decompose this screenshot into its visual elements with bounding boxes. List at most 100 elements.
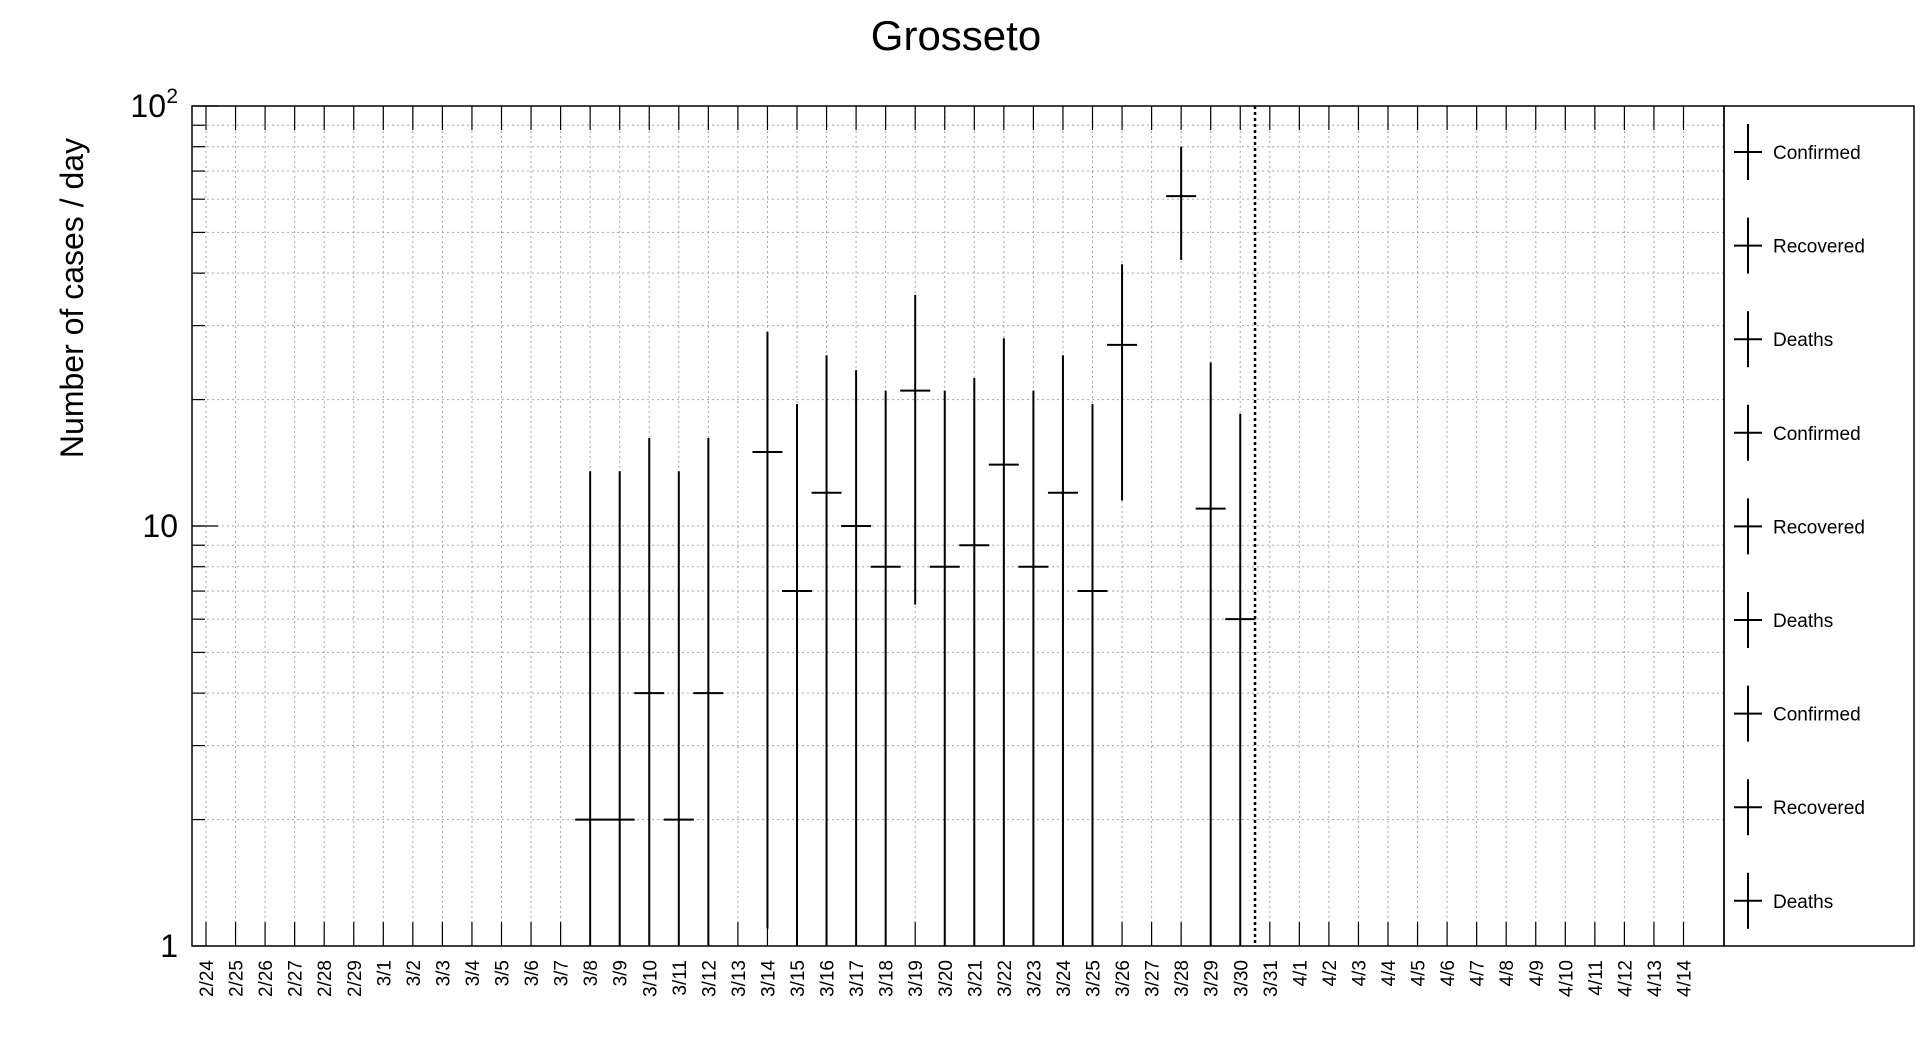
x-tick-label: 4/13 bbox=[1645, 960, 1666, 997]
x-tick-label: 4/2 bbox=[1320, 960, 1341, 986]
x-tick-label: 3/11 bbox=[670, 960, 691, 996]
legend-label: Recovered bbox=[1773, 237, 1865, 258]
legend-label: Recovered bbox=[1773, 798, 1865, 819]
x-tick-label: 3/7 bbox=[552, 960, 573, 986]
x-tick-label: 3/27 bbox=[1143, 960, 1164, 997]
x-tick-label: 3/29 bbox=[1202, 960, 1223, 997]
x-tick-label: 4/8 bbox=[1497, 960, 1518, 986]
x-tick-label: 3/9 bbox=[611, 960, 632, 986]
data-points bbox=[575, 146, 1256, 946]
x-tick-label: 3/22 bbox=[995, 960, 1016, 997]
x-tick-label: 3/25 bbox=[1084, 960, 1105, 997]
x-tick-label: 2/24 bbox=[197, 960, 218, 997]
legend-label: Confirmed bbox=[1773, 143, 1861, 164]
y-tick-label-exponent: 2 bbox=[166, 85, 178, 108]
legend-entry: Deaths bbox=[1734, 311, 1833, 368]
x-tick-label: 3/20 bbox=[936, 960, 957, 997]
data-point bbox=[1225, 413, 1256, 946]
x-tick-label: 3/23 bbox=[1024, 960, 1045, 997]
y-axis-label: Number of cases / day bbox=[54, 138, 90, 458]
legend-label: Recovered bbox=[1773, 517, 1865, 538]
data-point bbox=[1018, 390, 1049, 946]
data-point bbox=[1195, 362, 1226, 946]
data-point bbox=[575, 471, 606, 946]
legend-label: Deaths bbox=[1773, 611, 1833, 632]
y-tick-label: 10 bbox=[142, 508, 178, 544]
data-point bbox=[959, 378, 990, 946]
x-tick-label: 3/30 bbox=[1231, 960, 1252, 997]
y-tick-label: 10 bbox=[130, 88, 166, 124]
x-tick-label: 4/4 bbox=[1379, 960, 1400, 987]
legend-label: Confirmed bbox=[1773, 705, 1861, 726]
x-tick-label: 2/25 bbox=[227, 960, 248, 997]
data-point bbox=[663, 471, 694, 946]
legend-entry: Confirmed bbox=[1734, 404, 1861, 461]
x-tick-label: 3/26 bbox=[1113, 960, 1134, 997]
x-tick-label: 3/13 bbox=[729, 960, 750, 997]
data-point bbox=[752, 331, 783, 929]
x-tick-label: 3/14 bbox=[758, 960, 779, 997]
data-point bbox=[1166, 146, 1197, 260]
x-tick-label: 2/29 bbox=[345, 960, 366, 997]
x-tick-label: 4/10 bbox=[1556, 960, 1577, 997]
grid bbox=[192, 105, 1724, 946]
legend-entry: Recovered bbox=[1734, 217, 1865, 274]
data-point bbox=[929, 390, 960, 946]
data-point bbox=[1077, 404, 1108, 946]
data-point bbox=[988, 338, 1019, 946]
legend-entry: Recovered bbox=[1734, 779, 1865, 836]
x-tick-label: 4/3 bbox=[1349, 960, 1370, 986]
x-tick-label: 3/16 bbox=[818, 960, 839, 997]
x-tick-label: 4/1 bbox=[1290, 960, 1311, 986]
data-point bbox=[634, 438, 665, 946]
x-tick-label: 3/31 bbox=[1261, 960, 1282, 997]
legend-entry: Recovered bbox=[1734, 498, 1865, 555]
data-point bbox=[1047, 355, 1078, 946]
x-tick-label: 4/9 bbox=[1527, 960, 1548, 986]
x-tick-label: 3/4 bbox=[463, 960, 484, 987]
legend-box bbox=[1723, 105, 1915, 947]
x-tick-label: 3/15 bbox=[788, 960, 809, 997]
x-tick-label: 3/1 bbox=[374, 960, 395, 986]
x-tick-label: 3/12 bbox=[699, 960, 720, 997]
data-point bbox=[782, 404, 812, 946]
x-tick-label: 3/17 bbox=[847, 960, 868, 997]
legend-entry: Confirmed bbox=[1734, 685, 1861, 742]
x-tick-label: 4/5 bbox=[1409, 960, 1430, 986]
x-tick-label: 2/27 bbox=[286, 960, 307, 997]
chart-title: Grosseto bbox=[871, 12, 1041, 59]
data-point bbox=[811, 355, 842, 946]
data-point bbox=[604, 471, 635, 946]
legend-label: Confirmed bbox=[1773, 424, 1861, 445]
legend: Confirmed Recovered Deaths Confirmed Recover… bbox=[1723, 105, 1915, 947]
data-point bbox=[841, 370, 872, 946]
legend-label: Deaths bbox=[1773, 892, 1833, 913]
y-tick-label: 1 bbox=[160, 928, 178, 964]
data-point bbox=[900, 294, 931, 605]
x-tick-label: 3/21 bbox=[965, 960, 986, 997]
x-tick-label: 4/14 bbox=[1675, 960, 1696, 997]
x-tick-label: 3/8 bbox=[581, 960, 602, 986]
x-tick-label: 3/3 bbox=[433, 960, 454, 986]
x-tick-label: 2/28 bbox=[315, 960, 336, 997]
legend-entry: Deaths bbox=[1734, 592, 1833, 648]
x-tick-label: 4/12 bbox=[1615, 960, 1636, 997]
x-tick-label: 3/10 bbox=[640, 960, 661, 997]
x-tick-label: 3/5 bbox=[493, 960, 514, 986]
x-tick-label: 3/18 bbox=[877, 960, 898, 997]
x-tick-label: 4/7 bbox=[1468, 960, 1489, 986]
x-tick-label: 4/6 bbox=[1438, 960, 1459, 986]
x-tick-labels: 2/24 2/25 2/26 2/27 2/28 2/29 3/1 3/2 3/3 3/4 3/5 3… bbox=[197, 960, 1696, 997]
legend-entry: Confirmed bbox=[1734, 124, 1861, 180]
x-tick-label: 3/2 bbox=[404, 960, 425, 986]
data-point bbox=[693, 438, 724, 946]
data-point bbox=[870, 390, 901, 946]
legend-label: Deaths bbox=[1773, 330, 1833, 351]
legend-entry: Deaths bbox=[1734, 872, 1833, 929]
x-tick-label: 3/19 bbox=[906, 960, 927, 997]
x-tick-label: 3/28 bbox=[1172, 960, 1193, 997]
x-tick-label: 4/11 bbox=[1586, 960, 1607, 996]
data-point bbox=[1107, 264, 1138, 501]
